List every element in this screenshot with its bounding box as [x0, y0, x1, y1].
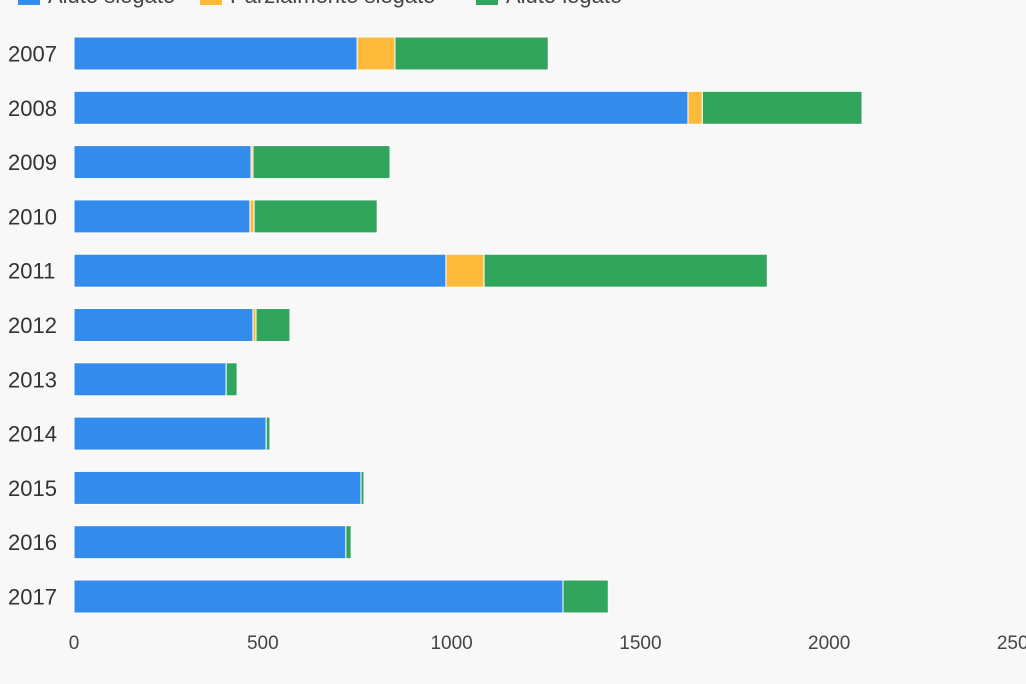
legend-swatch: [200, 0, 222, 5]
bar-segment: [252, 145, 391, 180]
bar-segment: [249, 199, 255, 234]
y-tick-label: 2012: [8, 313, 57, 338]
bar-segment: [73, 579, 564, 614]
y-tick-label: 2017: [8, 585, 57, 610]
bar-segment: [687, 90, 703, 125]
y-tick-label: 2009: [8, 150, 57, 175]
bar-segment: [225, 362, 238, 397]
bar-segment: [253, 199, 378, 234]
x-tick-label: 2000: [808, 633, 850, 654]
legend-swatch: [18, 0, 40, 5]
bar-segment: [73, 308, 254, 342]
bar-segment: [701, 90, 863, 125]
y-tick-label: 2011: [8, 259, 55, 284]
bar-segment: [73, 253, 447, 288]
bar-segment: [356, 36, 396, 71]
x-tick-label: 0: [69, 633, 80, 654]
y-tick-label: 2008: [8, 96, 57, 121]
y-tick-label: 2016: [8, 530, 57, 555]
bar-segment: [360, 470, 365, 505]
bar-segment: [445, 253, 485, 288]
bar-segment: [483, 253, 768, 288]
bar-segment: [394, 36, 549, 71]
legend-label: Aiuto legato: [506, 0, 622, 8]
bar-segment: [265, 416, 271, 451]
bar-segment: [73, 145, 252, 180]
y-tick-label: 2014: [8, 422, 57, 447]
x-tick-label: 1500: [619, 633, 661, 654]
x-tick-label: 2500: [997, 633, 1026, 654]
bar-segment: [73, 416, 267, 451]
y-tick-label: 2013: [8, 367, 57, 392]
x-tick-label: 500: [247, 633, 279, 654]
y-tick-label: 2015: [8, 476, 57, 501]
legend-label: Parzialmente slegato: [230, 0, 435, 8]
legend-label: Aiuto slegato: [48, 0, 175, 8]
x-tick-label: 1000: [430, 633, 472, 654]
bar-segment: [73, 90, 689, 125]
y-tick-label: 2010: [8, 204, 57, 229]
bar-segment: [73, 199, 251, 234]
y-tick-label: 2007: [8, 42, 57, 67]
bar-segment: [73, 36, 358, 71]
bar-segment: [562, 579, 609, 614]
bar-segment: [345, 525, 352, 560]
bar-segment: [73, 362, 227, 397]
bar-segment: [255, 308, 291, 342]
bar-segment: [73, 525, 347, 560]
legend-swatch: [476, 0, 498, 5]
bar-segment: [73, 470, 362, 505]
